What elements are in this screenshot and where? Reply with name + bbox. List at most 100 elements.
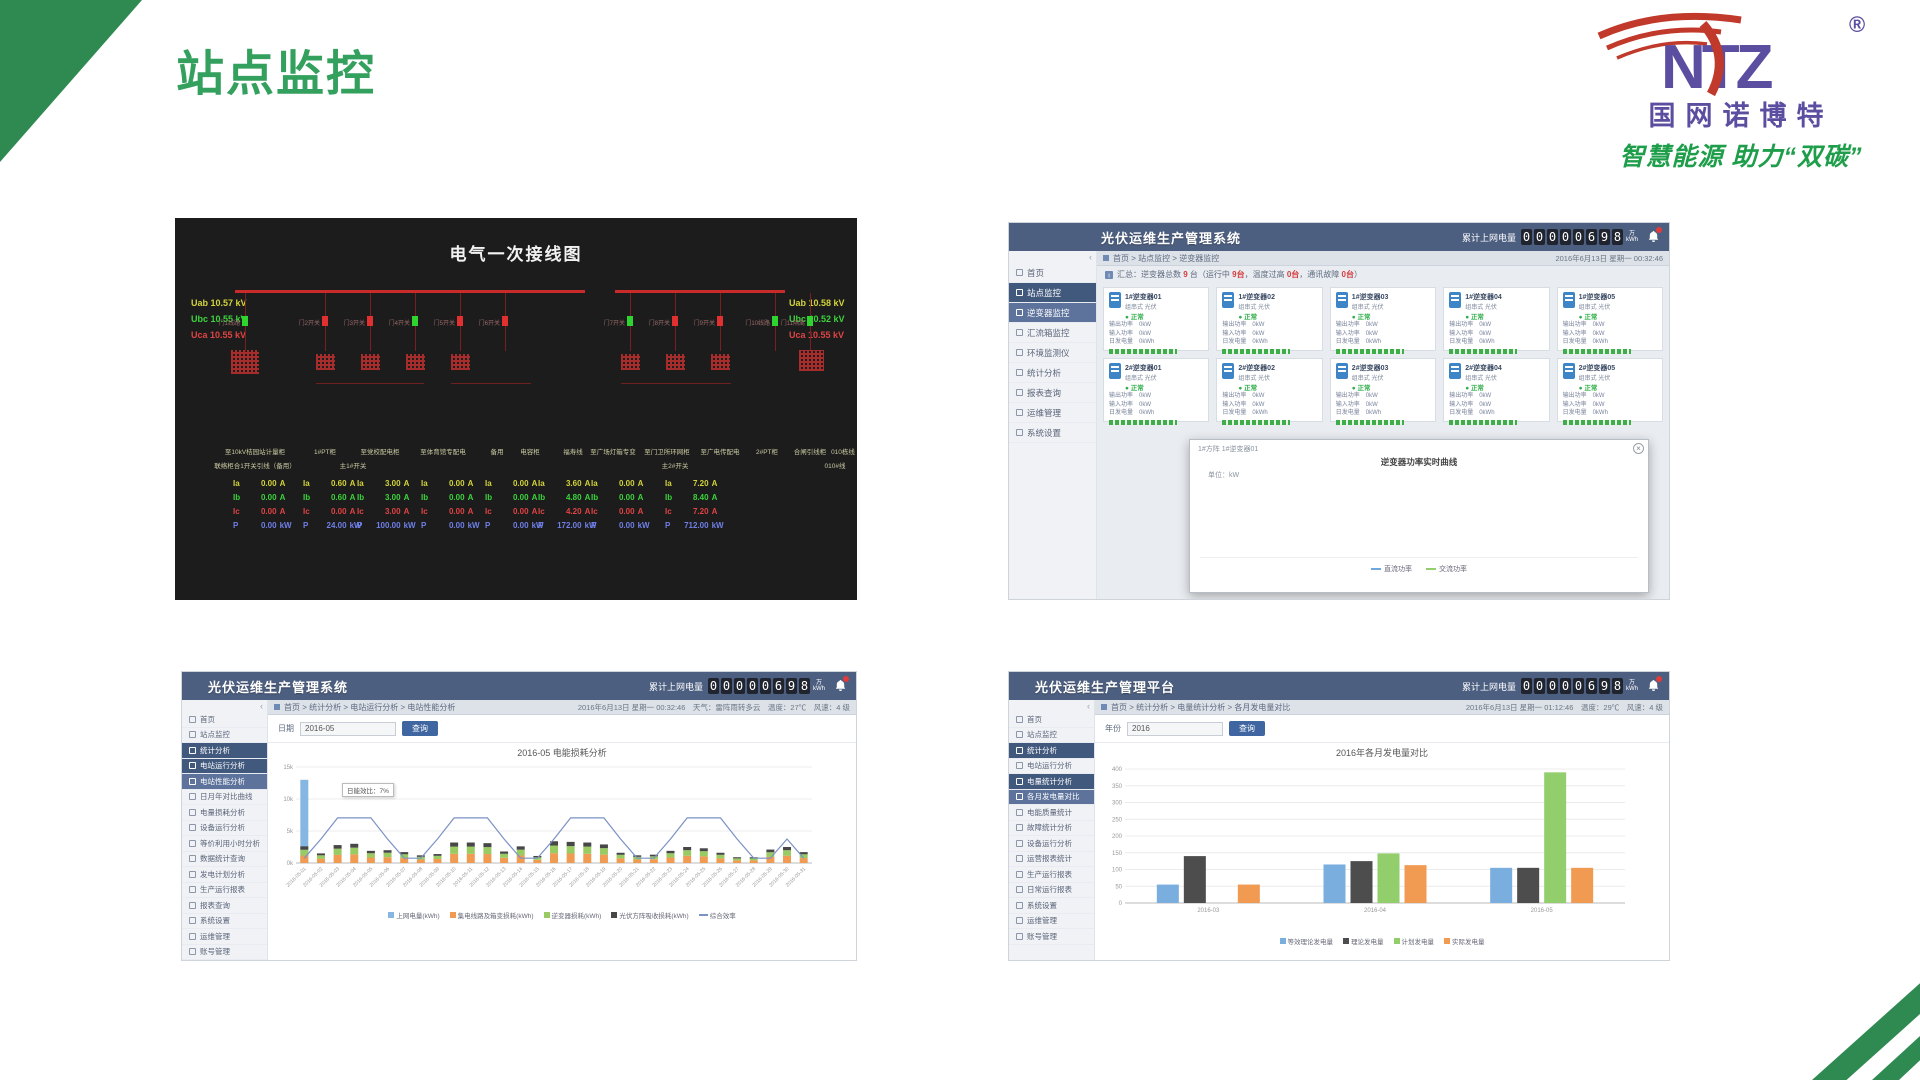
- sidebar-item-系统设置[interactable]: 系统设置: [1009, 898, 1094, 914]
- measurement-row-P: P 0.00 kW: [233, 518, 295, 532]
- sidebar-collapse-icon[interactable]: ‹: [260, 701, 263, 711]
- sidebar-item-生产运行报表[interactable]: 生产运行报表: [1009, 867, 1094, 883]
- inverter-card[interactable]: 1#逆变器03 组串式 光伏 ● 正常 输出功率 0kW 输入功率 0kW 日发电量 0k…: [1329, 287, 1437, 354]
- sidebar-item-等价利用小时分析[interactable]: 等价利用小时分析: [182, 836, 267, 852]
- sidebar-item-label: 报表查询: [1027, 387, 1062, 398]
- measurement-unit: A: [467, 506, 474, 516]
- legend-item-直流功率[interactable]: 直流功率: [1371, 564, 1412, 574]
- sidebar-item-电量统计分析[interactable]: 电量统计分析: [1009, 774, 1094, 790]
- sidebar-item-统计分析[interactable]: 统计分析: [1009, 743, 1094, 759]
- sidebar-item-运维管理[interactable]: 运维管理: [1009, 914, 1094, 929]
- sidebar-item-label: 数据统计查询: [200, 854, 245, 864]
- sidebar-item-首页[interactable]: 首页: [1009, 263, 1096, 283]
- sidebar-item-运维管理[interactable]: 运维管理: [182, 929, 267, 945]
- card-head: 2#逆变器05 组串式 光伏 ● 正常: [1579, 363, 1616, 392]
- inverter-card[interactable]: 2#逆变器01 组串式 光伏 ● 正常 输出功率 0kW 输入功率 0kW 日发电量 0k…: [1103, 358, 1210, 425]
- inverter-card[interactable]: 2#逆变器02 组串式 光伏 ● 正常 输出功率 0kW 输入功率 0kW 日发电量 0k…: [1216, 358, 1323, 425]
- bay-label: 福寿线: [563, 449, 583, 456]
- measurement-value: 0.00: [448, 492, 465, 502]
- sidebar-item-账号管理[interactable]: 账号管理: [182, 945, 267, 960]
- sidebar-item-统计分析[interactable]: 统计分析: [1009, 363, 1096, 383]
- breadcrumb[interactable]: 首页 > 统计分析 > 电站运行分析 > 电站性能分析: [284, 702, 456, 712]
- sidebar-item-统计分析[interactable]: 统计分析: [182, 743, 267, 759]
- legend-item-实际发电量[interactable]: 实际发电量: [1444, 936, 1485, 946]
- sidebar-item-设备运行分析[interactable]: 设备运行分析: [182, 821, 267, 836]
- sidebar-item-站点监控[interactable]: 站点监控: [1009, 728, 1094, 743]
- capacity-bar: [1109, 348, 1177, 354]
- sidebar-item-label: 报表查询: [200, 900, 230, 910]
- sidebar-collapse-icon[interactable]: ‹: [1089, 252, 1092, 262]
- inverter-type: 组串式 光伏: [1465, 305, 1497, 311]
- measurement-group-4: Ia 0.00 A Ib 0.00 A Ic 0.00 A P 0.00 kW: [421, 476, 483, 532]
- sidebar-item-日月年对比曲线[interactable]: 日月年对比曲线: [182, 790, 267, 805]
- sidebar-item-运营报表统计[interactable]: 运营报表统计: [1009, 852, 1094, 867]
- legend-item-光伏方阵吸收损耗(kWh)[interactable]: 光伏方阵吸收损耗(kWh): [611, 910, 689, 920]
- breadcrumb-icon: [274, 704, 280, 710]
- sidebar-item-发电计划分析[interactable]: 发电计划分析: [182, 867, 267, 883]
- query-button[interactable]: 查询: [1229, 721, 1265, 736]
- sidebar-item-电站运行分析[interactable]: 电站运行分析: [1009, 759, 1094, 774]
- sidebar-item-故障统计分析[interactable]: 故障统计分析: [1009, 821, 1094, 836]
- sidebar-item-首页[interactable]: 首页: [182, 712, 267, 728]
- sidebar-item-电站性能分析[interactable]: 电站性能分析: [182, 774, 267, 790]
- sidebar-item-系统设置[interactable]: 系统设置: [1009, 423, 1096, 443]
- sidebar-item-逆变器监控[interactable]: 逆变器监控: [1009, 303, 1096, 323]
- legend-item-上网电量(kWh)[interactable]: 上网电量(kWh): [388, 910, 440, 920]
- sidebar-item-数据统计查询[interactable]: 数据统计查询: [182, 852, 267, 867]
- legend-item-交流功率[interactable]: 交流功率: [1426, 564, 1467, 574]
- legend-item-逆变器损耗(kWh)[interactable]: 逆变器损耗(kWh): [543, 910, 601, 920]
- inverter-card[interactable]: 1#逆变器04 组串式 光伏 ● 正常 输出功率 0kW 输入功率 0kW 日发电量 0k…: [1443, 287, 1550, 354]
- sidebar-item-汇流箱监控[interactable]: 汇流箱监控: [1009, 323, 1096, 343]
- app-title: 光伏运维生产管理系统: [1101, 230, 1242, 246]
- sidebar-item-电能质量统计[interactable]: 电能质量统计: [1009, 805, 1094, 821]
- inverter-card[interactable]: 1#逆变器05 组串式 光伏 ● 正常 输出功率 0kW 输入功率 0kW 日发电量 0k…: [1556, 287, 1663, 354]
- breadcrumb[interactable]: 首页 > 站点监控 > 逆变器监控: [1113, 253, 1220, 263]
- measurement-unit: A: [403, 478, 410, 488]
- modal-device-label: 1#方阵 1#逆变器01: [1198, 446, 1259, 453]
- energy-counter-label: 累计上网电量: [1461, 681, 1516, 692]
- notification-bell-icon[interactable]: [832, 676, 849, 694]
- sidebar-item-系统设置[interactable]: 系统设置: [182, 914, 267, 929]
- breadcrumb[interactable]: 首页 > 统计分析 > 电量统计分析 > 各月发电量对比: [1111, 702, 1291, 712]
- sidebar-item-各月发电量对比[interactable]: 各月发电量对比: [1009, 789, 1094, 805]
- notification-bell-icon[interactable]: [1645, 227, 1662, 245]
- inverter-card[interactable]: 1#逆变器01 组串式 光伏 ● 正常 输出功率 0kW 输入功率 0kW 日发电量 0k…: [1103, 287, 1210, 354]
- measurement-row-Ib: Ib 0.00 A: [485, 490, 547, 504]
- sidebar-item-报表查询[interactable]: 报表查询: [1009, 383, 1096, 403]
- sidebar-item-环境监测仪[interactable]: 环境监测仪: [1009, 343, 1096, 363]
- inverter-card[interactable]: 2#逆变器05 组串式 光伏 ● 正常 输出功率 0kW 输入功率 0kW 日发电量 0k…: [1556, 358, 1663, 425]
- sidebar-item-日常运行报表[interactable]: 日常运行报表: [1009, 883, 1094, 898]
- measurement-row-P: P 712.00 kW: [665, 518, 727, 532]
- legend-item-集电线路及箱变损耗(kWh)[interactable]: 集电线路及箱变损耗(kWh): [449, 910, 534, 920]
- legend-item-综合效率[interactable]: 综合效率: [698, 910, 736, 920]
- sidebar-item-设备运行分析[interactable]: 设备运行分析: [1009, 836, 1094, 852]
- close-icon[interactable]: ×: [1633, 443, 1644, 454]
- inverter-card[interactable]: 2#逆变器04 组串式 光伏 ● 正常 输出功率 0kW 输入功率 0kW 日发电量 0k…: [1443, 358, 1550, 425]
- capacity-bar: [1109, 419, 1177, 425]
- date-input[interactable]: [300, 721, 396, 736]
- transformer-symbol: [621, 354, 640, 370]
- legend-item-等效理论发电量[interactable]: 等效理论发电量: [1279, 936, 1333, 946]
- svg-text:2016-04: 2016-04: [1364, 908, 1387, 914]
- inverter-card[interactable]: 2#逆变器03 组串式 光伏 ● 正常 输出功率 0kW 输入功率 0kW 日发电量 0k…: [1329, 358, 1437, 425]
- sidebar-item-站点监控[interactable]: 站点监控: [182, 728, 267, 743]
- sidebar-item-电量损耗分析[interactable]: 电量损耗分析: [182, 805, 267, 821]
- legend-item-计划发电量[interactable]: 计划发电量: [1393, 936, 1434, 946]
- sidebar-item-报表查询[interactable]: 报表查询: [182, 898, 267, 914]
- bay-label: 主1#开关: [339, 463, 367, 470]
- sidebar-item-站点监控[interactable]: 站点监控: [1009, 283, 1096, 303]
- sidebar-item-电站运行分析[interactable]: 电站运行分析: [182, 758, 267, 774]
- legend-item-理论发电量[interactable]: 理论发电量: [1343, 936, 1384, 946]
- query-button[interactable]: 查询: [402, 721, 438, 736]
- inverter-card[interactable]: 1#逆变器02 组串式 光伏 ● 正常 输出功率 0kW 输入功率 0kW 日发电量 0k…: [1216, 287, 1323, 354]
- notification-bell-icon[interactable]: [1645, 676, 1662, 694]
- counter-digit: 0: [760, 678, 771, 694]
- sidebar-item-运维管理[interactable]: 运维管理: [1009, 403, 1096, 423]
- year-input[interactable]: [1127, 721, 1223, 736]
- sidebar-item-生产运行报表[interactable]: 生产运行报表: [182, 883, 267, 898]
- sidebar-item-首页[interactable]: 首页: [1009, 712, 1094, 728]
- sidebar-item-账号管理[interactable]: 账号管理: [1009, 929, 1094, 945]
- bus-voltage-right-Uca: Uca 10.55 kV: [789, 330, 845, 340]
- sidebar-collapse-icon[interactable]: ‹: [1087, 701, 1090, 711]
